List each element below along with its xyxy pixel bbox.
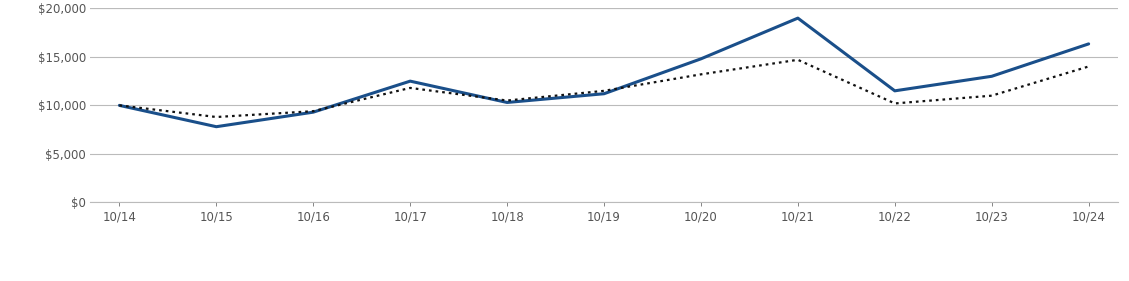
Ashmore Emerging Markets Equity Fund - Class C - $16,342: [1082, 42, 1095, 46]
MSCI Emerging Markets Net - $14,012: [597, 89, 611, 92]
MSCI Emerging Markets Net - $14,012: [1082, 65, 1095, 68]
MSCI Emerging Markets Net - $14,012: [306, 110, 320, 113]
Ashmore Emerging Markets Equity Fund - Class C - $16,342: [889, 89, 902, 92]
Ashmore Emerging Markets Equity Fund - Class C - $16,342: [500, 101, 514, 104]
Ashmore Emerging Markets Equity Fund - Class C - $16,342: [791, 17, 805, 20]
MSCI Emerging Markets Net - $14,012: [500, 99, 514, 102]
Ashmore Emerging Markets Equity Fund - Class C - $16,342: [694, 57, 708, 60]
Ashmore Emerging Markets Equity Fund - Class C - $16,342: [597, 92, 611, 96]
Ashmore Emerging Markets Equity Fund - Class C - $16,342: [403, 80, 417, 83]
Line: MSCI Emerging Markets Net - $14,012: MSCI Emerging Markets Net - $14,012: [120, 60, 1088, 117]
Line: Ashmore Emerging Markets Equity Fund - Class C - $16,342: Ashmore Emerging Markets Equity Fund - C…: [120, 18, 1088, 127]
MSCI Emerging Markets Net - $14,012: [889, 102, 902, 105]
MSCI Emerging Markets Net - $14,012: [403, 86, 417, 90]
Ashmore Emerging Markets Equity Fund - Class C - $16,342: [984, 74, 998, 78]
MSCI Emerging Markets Net - $14,012: [791, 58, 805, 62]
MSCI Emerging Markets Net - $14,012: [694, 73, 708, 76]
Ashmore Emerging Markets Equity Fund - Class C - $16,342: [210, 125, 224, 128]
Ashmore Emerging Markets Equity Fund - Class C - $16,342: [306, 110, 320, 114]
MSCI Emerging Markets Net - $14,012: [984, 94, 998, 98]
Ashmore Emerging Markets Equity Fund - Class C - $16,342: [113, 104, 126, 107]
MSCI Emerging Markets Net - $14,012: [113, 104, 126, 107]
MSCI Emerging Markets Net - $14,012: [210, 115, 224, 119]
